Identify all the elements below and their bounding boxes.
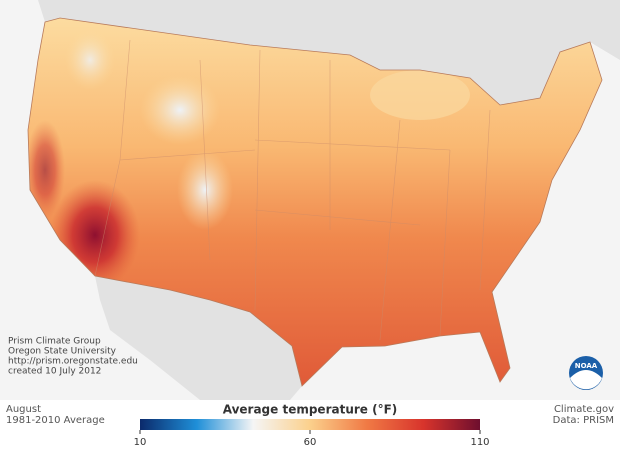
legend-title: Average temperature (°F)	[223, 403, 398, 417]
normal-period: 1981-2010 Average	[6, 415, 105, 426]
logo-wave	[570, 370, 602, 390]
cool-region	[140, 75, 220, 145]
credit-line: created 10 July 2012	[8, 367, 101, 377]
canada	[0, 0, 620, 105]
tick-label: 60	[304, 437, 317, 448]
colorbar	[140, 419, 480, 430]
colorbar-ticks: 10 60 110	[134, 430, 490, 448]
logo-text: NOAA	[575, 362, 598, 370]
month: August	[6, 404, 41, 415]
tick-label: 10	[134, 437, 147, 448]
great-lakes-region	[370, 70, 470, 120]
hot-region	[28, 120, 65, 220]
cool-region	[65, 30, 115, 90]
site: Climate.gov	[554, 404, 614, 415]
cool-region	[177, 150, 233, 230]
tick-label: 110	[470, 437, 489, 448]
credit-line: http://prism.oregonstate.edu	[8, 357, 138, 367]
map-detail	[28, 30, 491, 341]
state-borders	[94, 39, 491, 341]
credit-line: Prism Climate Group	[8, 337, 101, 347]
data-source: Data: PRISM	[553, 415, 614, 426]
noaa-logo: NOAA	[569, 356, 603, 390]
mexico	[95, 276, 302, 400]
credit-line: Oregon State University	[8, 347, 117, 357]
